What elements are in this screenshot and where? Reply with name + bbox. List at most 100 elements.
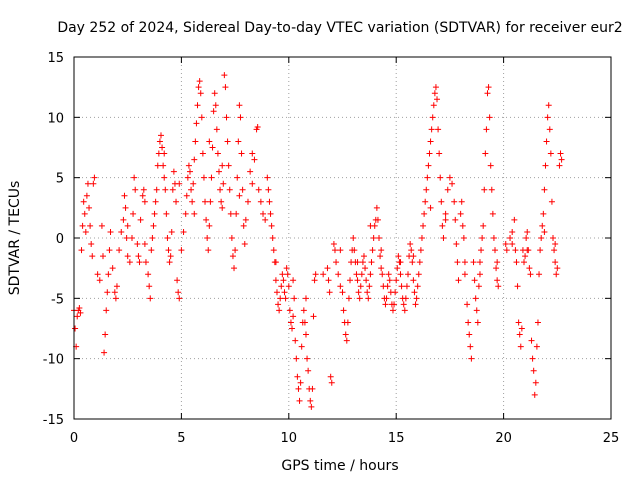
data-point [541, 186, 548, 193]
data-point [557, 150, 564, 157]
data-point [530, 367, 537, 374]
data-point [397, 259, 404, 266]
data-point [425, 162, 432, 169]
data-point [101, 349, 108, 356]
data-point [389, 307, 396, 314]
data-point [449, 180, 456, 187]
data-point [301, 319, 308, 326]
data-point [365, 295, 372, 302]
data-point [266, 198, 273, 205]
data-point [213, 126, 220, 133]
data-point [465, 319, 472, 326]
data-point [194, 102, 201, 109]
data-point [518, 325, 525, 332]
data-point [275, 301, 282, 308]
data-point [231, 265, 238, 272]
data-point [121, 192, 128, 199]
data-point [385, 271, 392, 278]
data-point [126, 259, 133, 266]
data-point [339, 289, 346, 296]
data-point [482, 150, 489, 157]
data-point [342, 331, 349, 338]
data-point [180, 228, 187, 235]
data-point [431, 90, 438, 97]
data-point [225, 162, 232, 169]
data-point [72, 325, 79, 332]
data-point [546, 126, 553, 133]
data-point [214, 150, 221, 157]
data-point [165, 247, 172, 254]
data-point [542, 162, 549, 169]
data-point [502, 241, 509, 248]
data-point [376, 235, 383, 241]
data-point [118, 228, 125, 235]
data-point [211, 90, 218, 97]
data-point [416, 259, 423, 266]
data-point [325, 277, 332, 284]
data-point [400, 301, 407, 308]
data-point [292, 337, 299, 344]
data-point [283, 265, 290, 272]
data-point [112, 295, 119, 302]
data-point [280, 277, 287, 284]
data-point [326, 289, 333, 296]
data-point [440, 235, 447, 241]
data-point [130, 210, 137, 217]
data-point [233, 210, 240, 217]
data-point [534, 319, 541, 326]
data-point [254, 123, 261, 130]
data-point [368, 259, 375, 266]
data-point [164, 235, 171, 241]
data-point [544, 114, 551, 121]
x-tick-label: 20 [495, 431, 512, 446]
data-point [221, 72, 228, 79]
data-point [238, 150, 245, 157]
data-point [209, 144, 216, 151]
data-point [297, 379, 304, 386]
data-point [264, 174, 271, 181]
data-point [330, 241, 337, 248]
data-point [432, 84, 439, 91]
data-point [337, 247, 344, 254]
data-point [367, 271, 374, 278]
data-point [184, 174, 191, 181]
data-point [402, 295, 409, 302]
data-point [344, 319, 351, 326]
data-point [517, 343, 524, 350]
data-point [84, 180, 91, 187]
data-point [524, 228, 531, 235]
data-point [82, 228, 89, 235]
data-point [526, 265, 533, 272]
y-tick-label: 5 [56, 172, 64, 187]
data-point [421, 210, 428, 217]
data-point [249, 150, 256, 157]
data-point [478, 247, 485, 254]
y-tick-label: -15 [43, 413, 64, 428]
data-point [460, 235, 467, 241]
data-point [427, 204, 434, 211]
data-point [354, 259, 361, 266]
data-point [533, 343, 540, 350]
data-point [124, 222, 131, 229]
data-point [87, 222, 94, 229]
data-point [363, 277, 370, 284]
data-point [359, 259, 366, 266]
data-point [205, 247, 212, 254]
data-point [251, 156, 258, 163]
data-point [196, 78, 203, 85]
data-point [412, 301, 419, 308]
data-point [556, 162, 563, 169]
data-point [155, 150, 162, 157]
data-point [407, 241, 414, 248]
data-point [244, 198, 251, 205]
data-point [358, 271, 365, 278]
data-point [552, 259, 559, 266]
data-point [139, 192, 146, 199]
data-point [461, 271, 468, 278]
data-point [328, 379, 335, 386]
data-point [298, 343, 305, 350]
data-point [405, 271, 412, 278]
data-point [206, 138, 213, 145]
data-point [392, 289, 399, 296]
data-point [203, 216, 210, 223]
